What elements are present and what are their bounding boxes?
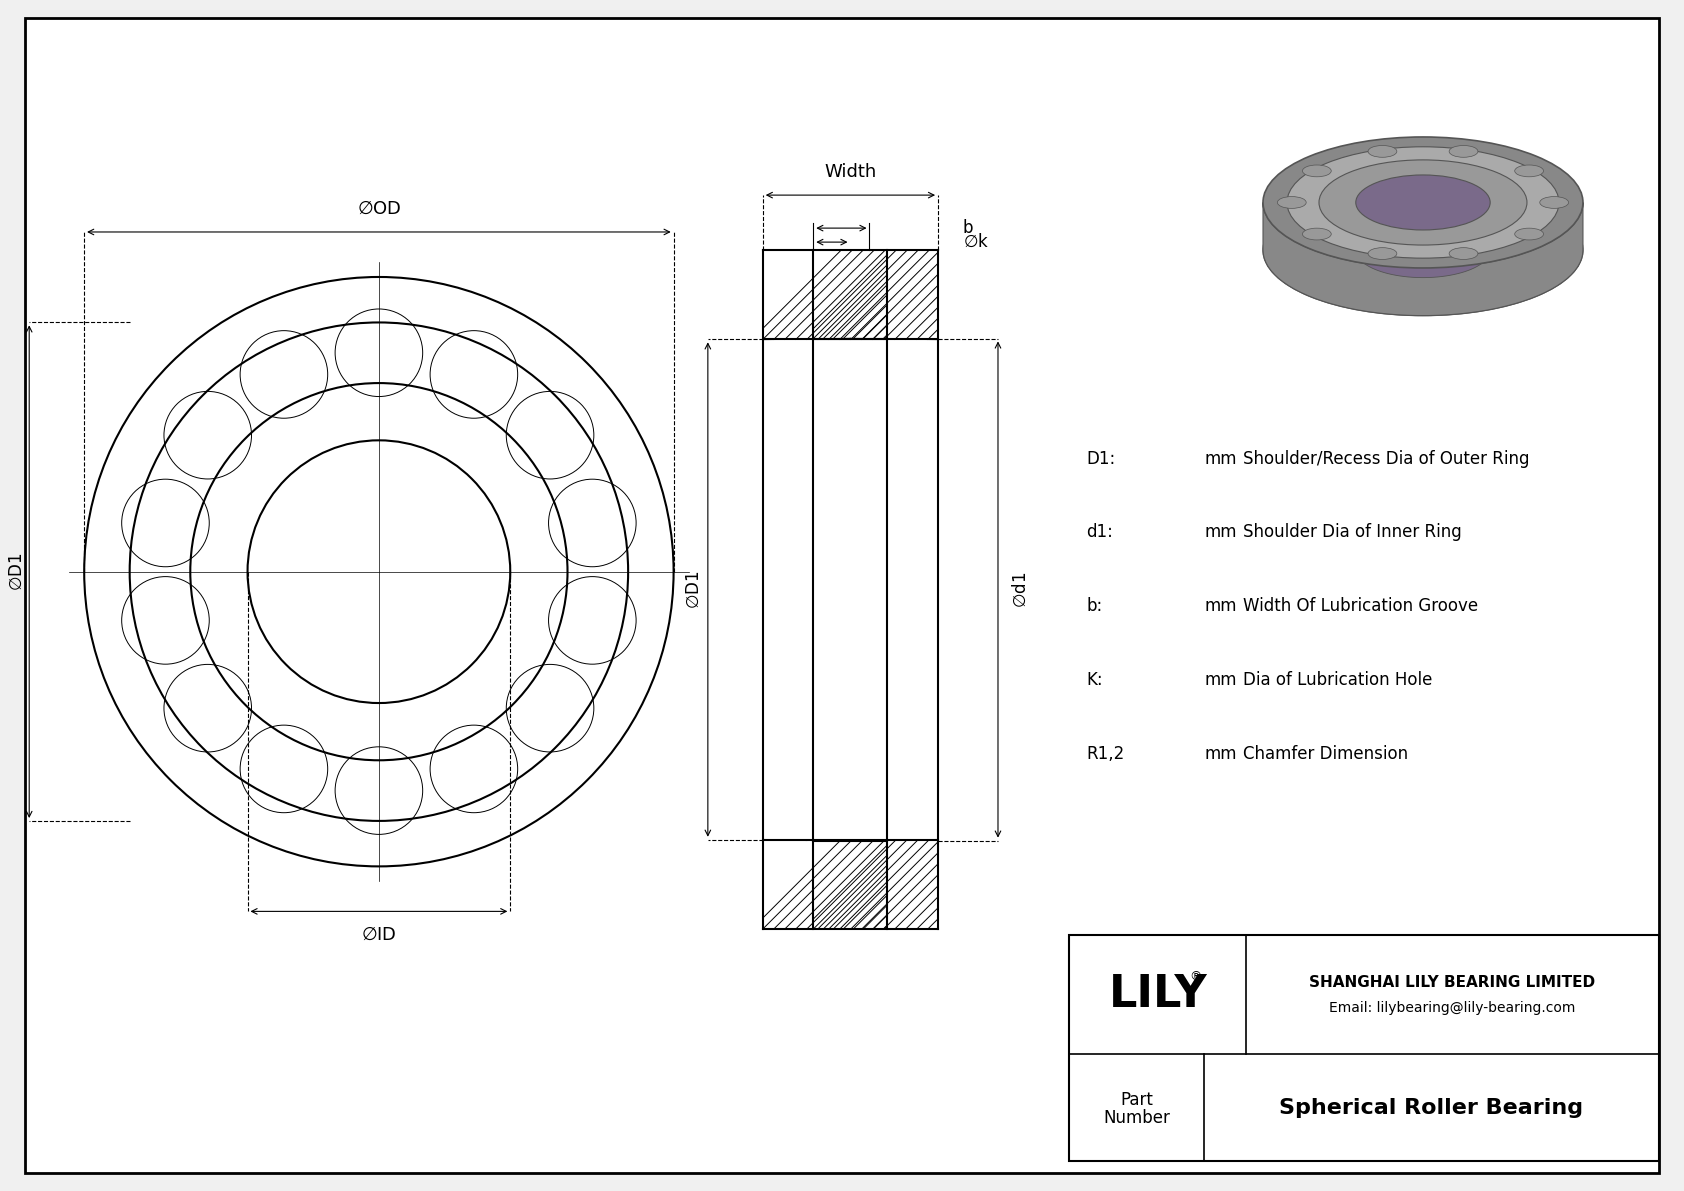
Ellipse shape — [1302, 229, 1332, 239]
Text: Number: Number — [1103, 1109, 1170, 1127]
Bar — [1069, 935, 1659, 1161]
Text: d1:: d1: — [1086, 523, 1113, 542]
Text: ®: ® — [1189, 969, 1202, 983]
Text: $\varnothing$D1: $\varnothing$D1 — [8, 553, 27, 591]
Text: mm: mm — [1204, 523, 1236, 542]
Ellipse shape — [1356, 175, 1490, 230]
Text: $\varnothing$k: $\varnothing$k — [963, 233, 989, 251]
Ellipse shape — [1514, 229, 1544, 239]
Ellipse shape — [1367, 145, 1396, 157]
Text: $\varnothing$OD: $\varnothing$OD — [357, 200, 401, 218]
Text: mm: mm — [1204, 449, 1236, 468]
Text: Dia of Lubrication Hole: Dia of Lubrication Hole — [1243, 671, 1431, 690]
Text: mm: mm — [1204, 671, 1236, 690]
Text: Width Of Lubrication Groove: Width Of Lubrication Groove — [1243, 597, 1479, 616]
Ellipse shape — [1263, 137, 1583, 268]
Ellipse shape — [1263, 185, 1583, 316]
Ellipse shape — [1278, 197, 1307, 208]
Ellipse shape — [1450, 248, 1479, 260]
Text: Shoulder/Recess Dia of Outer Ring: Shoulder/Recess Dia of Outer Ring — [1243, 449, 1529, 468]
Ellipse shape — [1539, 197, 1568, 208]
Text: LILY: LILY — [1108, 973, 1207, 1016]
Text: $\varnothing$ID: $\varnothing$ID — [360, 925, 397, 943]
Text: mm: mm — [1204, 597, 1236, 616]
Ellipse shape — [1302, 166, 1332, 176]
Text: K:: K: — [1086, 671, 1103, 690]
Ellipse shape — [1514, 166, 1544, 176]
Text: R1,2: R1,2 — [1086, 744, 1125, 763]
Text: Spherical Roller Bearing: Spherical Roller Bearing — [1280, 1098, 1583, 1117]
Text: D1:: D1: — [1086, 449, 1115, 468]
Text: Part: Part — [1120, 1091, 1154, 1109]
Ellipse shape — [1367, 248, 1396, 260]
Text: SHANGHAI LILY BEARING LIMITED: SHANGHAI LILY BEARING LIMITED — [1310, 975, 1595, 990]
Text: $\varnothing$D1: $\varnothing$D1 — [685, 570, 702, 609]
Polygon shape — [1263, 202, 1583, 316]
Text: $\varnothing$d1: $\varnothing$d1 — [1012, 572, 1031, 607]
Text: Width: Width — [823, 163, 877, 181]
Text: Shoulder Dia of Inner Ring: Shoulder Dia of Inner Ring — [1243, 523, 1462, 542]
Polygon shape — [1356, 202, 1490, 278]
Text: mm: mm — [1204, 744, 1236, 763]
Text: Chamfer Dimension: Chamfer Dimension — [1243, 744, 1408, 763]
Ellipse shape — [1287, 146, 1559, 258]
Text: b:: b: — [1086, 597, 1103, 616]
Text: b: b — [963, 219, 973, 237]
Text: Email: lilybearing@lily-bearing.com: Email: lilybearing@lily-bearing.com — [1329, 1002, 1576, 1016]
Ellipse shape — [1319, 160, 1527, 245]
Ellipse shape — [1450, 145, 1479, 157]
